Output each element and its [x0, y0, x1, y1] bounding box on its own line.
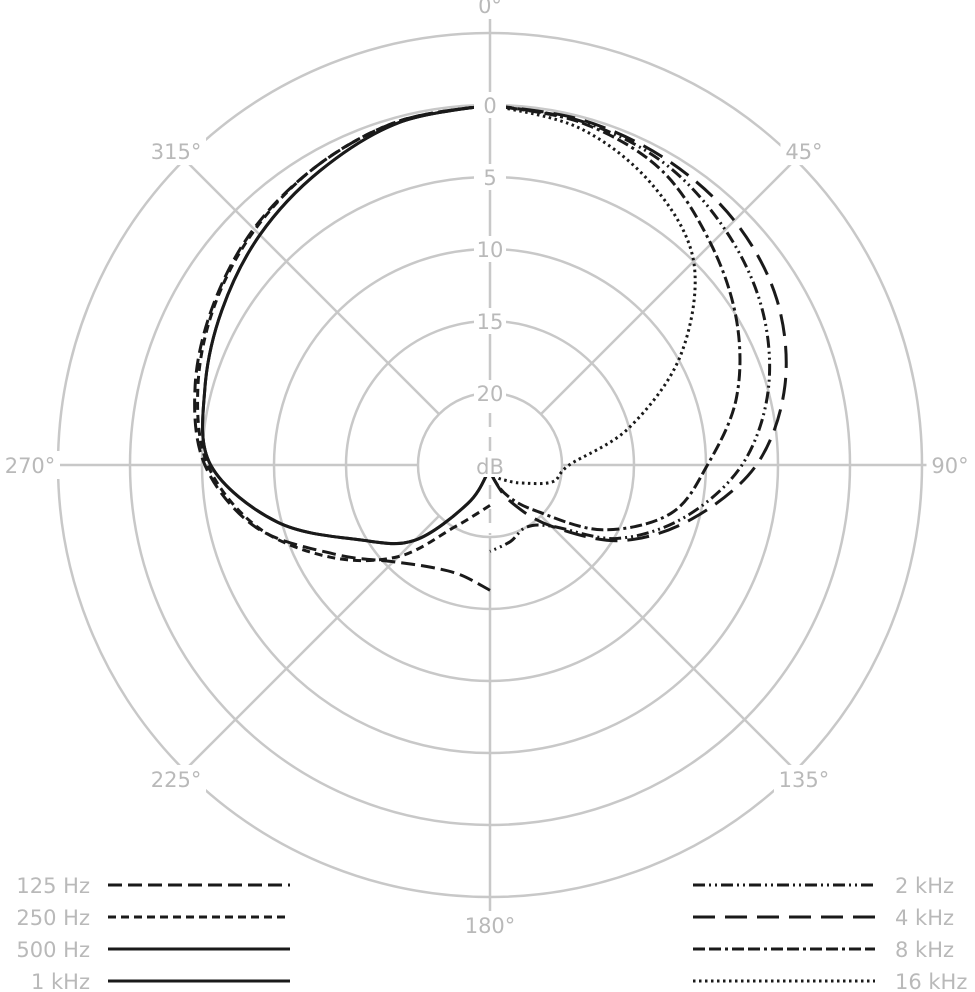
legend-item-125-hz: 125 Hz: [16, 874, 290, 898]
series-line-4-khz: [488, 103, 788, 543]
angle-tick-label: 90°: [931, 454, 968, 478]
angle-label-bg: [473, 0, 507, 19]
radial-tick-label: 20: [477, 382, 504, 406]
tick-label-bg: [474, 164, 506, 190]
angle-tick-label: 45°: [785, 140, 822, 164]
angle-label-bg: [780, 137, 828, 166]
tick-label-bg: [474, 92, 506, 118]
grid-spoke: [183, 515, 440, 772]
radial-unit-label: dB: [476, 455, 504, 479]
radial-tick-label: 10: [477, 238, 504, 262]
legend-item-1-khz: 1 kHz: [31, 970, 290, 992]
angle-tick-label: 270°: [5, 454, 56, 478]
legend-label: 16 kHz: [895, 970, 967, 992]
series-line-250-hz: [196, 103, 491, 563]
angle-tick-label: 315°: [151, 140, 202, 164]
tick-label-bg: [474, 236, 506, 262]
legend-item-500-hz: 500 Hz: [16, 938, 290, 962]
legend-label: 125 Hz: [16, 874, 90, 898]
series-line-8-khz: [488, 103, 742, 532]
angle-tick-label: 0°: [478, 0, 502, 18]
angle-label-bg: [146, 137, 207, 166]
radial-tick-label: 15: [477, 310, 504, 334]
radial-tick-label: 5: [483, 166, 496, 190]
legend-item-4-khz: 4 kHz: [693, 906, 954, 930]
legend: 125 Hz 250 Hz 500 Hz 1 kHz 2 kHz 4 kHz 8 kHz 16…: [16, 874, 967, 992]
polar-curves: [193, 103, 788, 592]
grid-spoke: [183, 158, 440, 415]
tick-label-bg: [474, 308, 506, 334]
legend-label: 2 kHz: [895, 874, 954, 898]
grid-spoke: [540, 158, 797, 415]
series-line-16-khz: [488, 103, 697, 486]
angle-tick-label: 135°: [779, 768, 830, 792]
legend-item-16-khz: 16 kHz: [693, 970, 967, 992]
legend-label: 4 kHz: [895, 906, 954, 930]
series-line-2-khz: [489, 103, 772, 553]
unit-label-bg: [472, 451, 508, 477]
angle-tick-label: 180°: [465, 914, 516, 938]
legend-label: 1 kHz: [31, 970, 90, 992]
angle-label-bg: [773, 764, 834, 793]
legend-item-250-hz: 250 Hz: [16, 906, 290, 930]
series-line-1-khz: [201, 103, 492, 546]
series-line-125-hz: [193, 103, 491, 592]
angle-label-bg: [460, 911, 520, 939]
legend-label: 250 Hz: [16, 906, 90, 930]
legend-item-2-khz: 2 kHz: [693, 874, 954, 898]
grid-spoke: [540, 515, 797, 772]
radial-tick-label: 0: [483, 94, 496, 118]
angle-label-bg: [146, 764, 207, 793]
tick-label-bg: [474, 380, 506, 406]
legend-label: 8 kHz: [895, 938, 954, 962]
axis-labels: 0 5 10 15 20 dB 0° 45° 90° 135° 180° 225° 270° 315°: [0, 0, 974, 939]
legend-label: 500 Hz: [16, 938, 90, 962]
legend-item-8-khz: 8 kHz: [693, 938, 954, 962]
angle-label-bg: [0, 451, 60, 479]
angle-tick-label: 225°: [151, 768, 202, 792]
angle-label-bg: [926, 451, 974, 479]
